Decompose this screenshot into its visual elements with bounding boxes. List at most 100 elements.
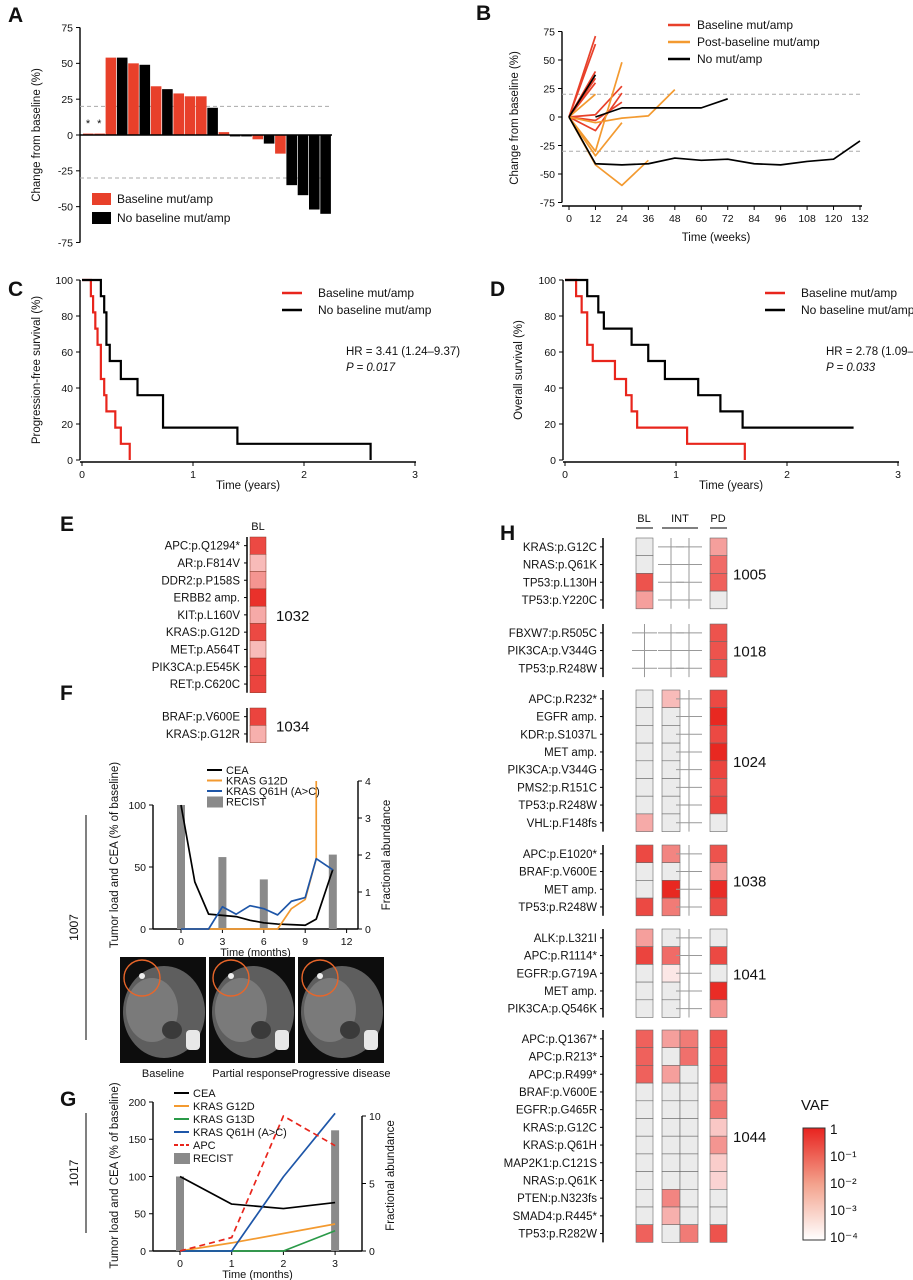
y-tick-label: -75 — [58, 237, 73, 249]
waterfall-bar — [286, 135, 297, 186]
x-tick-label: 96 — [775, 213, 787, 225]
patient-id: 1024 — [733, 754, 766, 771]
heatmap-cell — [635, 760, 654, 779]
mutation-label: BRAF:p.V600E — [519, 1087, 597, 1099]
mutation-label: VHL:p.F148fs — [527, 818, 598, 830]
x-tick-label: 48 — [669, 213, 681, 225]
legend-label: No baseline mut/amp — [318, 303, 432, 317]
heatmap-cell — [709, 897, 728, 917]
heatmap-cell — [709, 928, 728, 948]
lesion-circle — [123, 959, 161, 997]
heatmap-cell — [635, 1206, 654, 1226]
heatmap-cell — [249, 725, 267, 743]
legend-label: No baseline mut/amp — [117, 211, 231, 225]
heatmap-cell — [709, 946, 728, 965]
series-line — [179, 1115, 336, 1252]
heatmap-cell — [661, 1206, 681, 1226]
waterfall-bar — [139, 64, 151, 135]
recist-bar — [328, 854, 337, 929]
mutation-label: MET amp. — [544, 986, 597, 998]
hazard-ratio: HR = 2.78 (1.09–7.11) — [826, 346, 913, 358]
x-tick-label: 108 — [798, 213, 816, 225]
heatmap-cell — [709, 537, 728, 557]
panel-letter-e: E — [60, 513, 74, 536]
legend-swatch-recist — [174, 1153, 190, 1164]
y-tick-label: 10 — [369, 1111, 381, 1123]
heatmap-cell — [249, 554, 267, 572]
mutation-label: RET:p.C620C — [170, 679, 240, 691]
patient-id: 1041 — [733, 966, 766, 983]
y-tick-label: 40 — [61, 383, 73, 395]
y-tick-label: 80 — [61, 311, 73, 323]
heatmap-cell — [635, 964, 654, 983]
patient-id: 1034 — [276, 718, 309, 735]
x-tick-label: 2 — [280, 1258, 286, 1270]
mutation-label: APC:p.Q1367* — [522, 1034, 598, 1046]
waterfall-bar — [150, 86, 162, 135]
x-tick-label: 36 — [643, 213, 655, 225]
lesion-circle — [301, 959, 339, 997]
mutation-label: APC:p.R232* — [529, 694, 598, 706]
heatmap-cell — [709, 999, 728, 1018]
heatmap-cell — [709, 964, 728, 983]
waterfall-bar — [275, 135, 286, 154]
legend-label: KRAS G13D — [193, 1114, 255, 1126]
colorbar-tick-label: 1 — [830, 1122, 838, 1137]
legend-label: RECIST — [193, 1153, 234, 1165]
patient-id: 1032 — [276, 608, 309, 625]
series-line — [179, 1175, 336, 1210]
y-tick-label: -50 — [540, 169, 555, 181]
y-tick-label: 4 — [365, 776, 371, 788]
heatmap-cell — [635, 880, 654, 899]
heatmap-cell — [635, 573, 654, 592]
mutation-label: APC:p.E1020* — [523, 849, 598, 861]
heatmap-cell — [635, 742, 654, 762]
mutation-label: BRAF:p.V600E — [162, 712, 240, 724]
heatmap-cell — [249, 707, 267, 726]
heatmap-cell — [661, 1065, 681, 1084]
heatmap-cell — [709, 573, 728, 592]
column-header-bl: BL — [251, 521, 264, 533]
y-tick-label: 60 — [61, 347, 73, 359]
heatmap-cell — [709, 707, 728, 726]
y-tick-label: 40 — [544, 383, 556, 395]
mutation-label: NRAS:p.Q61K — [523, 560, 597, 572]
x-tick-label: 84 — [748, 213, 760, 225]
legend-label: KRAS Q61H (A>C) — [226, 786, 320, 798]
heatmap-cell — [635, 707, 654, 726]
colorbar-tick-label: 10⁻² — [830, 1176, 857, 1191]
panel-letter-h: H — [500, 522, 515, 545]
y-axis-label: Overall survival (%) — [513, 320, 525, 420]
x-tick-label: 2 — [301, 469, 307, 481]
legend-label: No baseline mut/amp — [801, 303, 913, 317]
heatmap-cell — [661, 1082, 681, 1102]
column-header: PD — [710, 513, 725, 525]
panel-letter-g: G — [60, 1088, 76, 1111]
x-tick-label: 1 — [190, 469, 196, 481]
colorbar-title: VAF — [801, 1097, 829, 1114]
y-tick-label: 50 — [61, 58, 73, 70]
y2-axis-label: Fractional abundance — [385, 1120, 397, 1231]
ct-kidney — [162, 1021, 182, 1039]
heatmap-cell — [709, 689, 728, 709]
x-tick-label: 3 — [412, 469, 418, 481]
heatmap-cell — [709, 725, 728, 744]
x-axis-label: Time (months) — [222, 1269, 293, 1280]
mutation-label: NRAS:p.Q61K — [523, 1175, 597, 1187]
heatmap-cell — [635, 795, 654, 815]
heatmap-cell — [635, 999, 654, 1018]
heatmap-cell — [635, 1047, 654, 1066]
waterfall-bar — [207, 107, 218, 135]
y-axis-label: Change from baseline (%) — [509, 51, 521, 185]
series-line — [568, 43, 597, 118]
mutation-label: TP53:p.Y220C — [522, 595, 597, 607]
y-tick-label: -50 — [58, 201, 73, 213]
waterfall-bar — [218, 132, 230, 135]
mutation-label: BRAF:p.V600E — [519, 867, 597, 879]
p-value: P = 0.033 — [826, 362, 876, 374]
heatmap-cell — [709, 760, 728, 779]
x-tick-label: 12 — [341, 936, 353, 948]
waterfall-bar — [229, 135, 241, 137]
series-line — [595, 97, 729, 118]
y-tick-label: 80 — [544, 311, 556, 323]
